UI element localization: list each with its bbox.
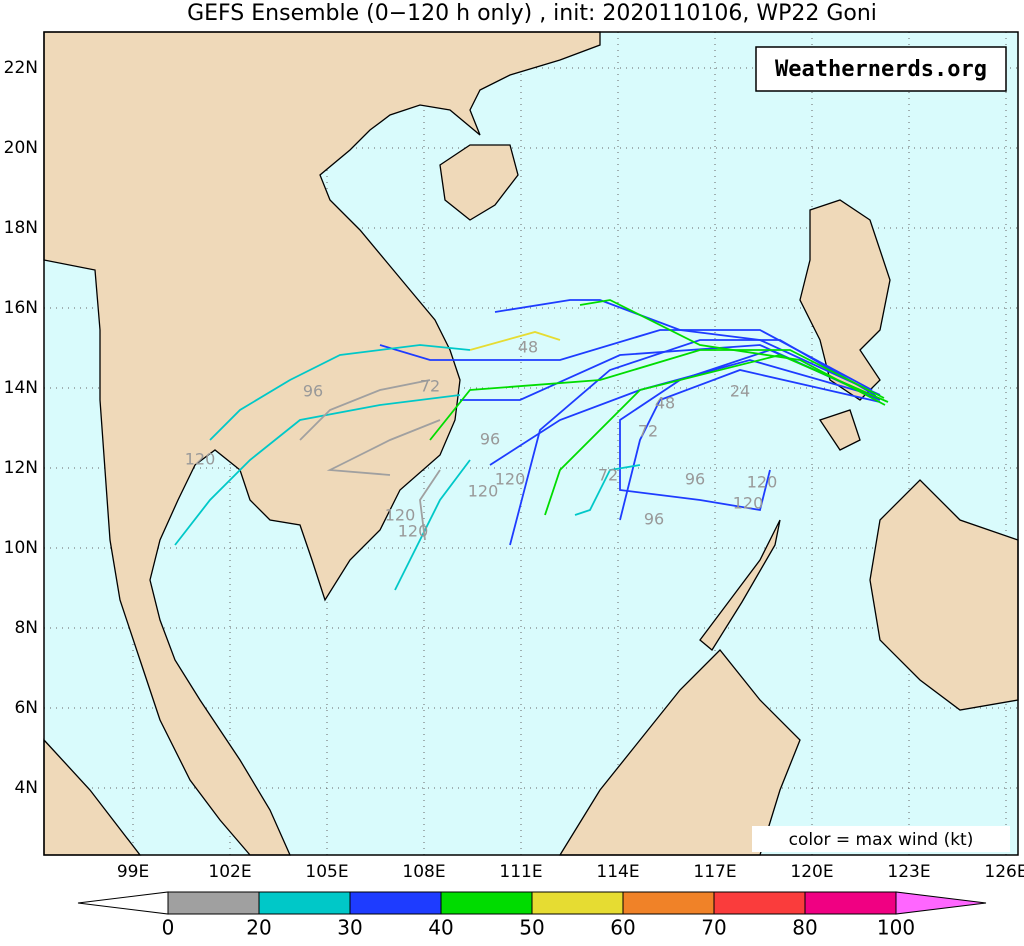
hour-label: 120 (385, 506, 416, 525)
watermark-box (755, 46, 1007, 92)
lon-label: 102E (208, 862, 251, 882)
lat-label: 22N (4, 58, 38, 78)
hour-label: 48 (655, 394, 675, 413)
lat-label: 12N (4, 458, 38, 478)
lat-label: 6N (14, 698, 38, 718)
lon-label: 105E (305, 862, 348, 882)
lat-label: 18N (4, 218, 38, 238)
lon-label: 99E (117, 862, 149, 882)
colorbar-tick-label: 20 (246, 916, 271, 940)
hour-label: 120 (495, 470, 526, 489)
colorbar-segment (804, 891, 897, 915)
colorbar-tick-label: 100 (877, 916, 915, 940)
hour-label: 96 (480, 430, 500, 449)
hour-label: 120 (747, 473, 778, 492)
hour-label: 96 (644, 510, 664, 529)
lat-label: 4N (14, 778, 38, 798)
lon-label: 108E (402, 862, 445, 882)
colorbar-under (77, 891, 169, 915)
lon-label: 117E (693, 862, 736, 882)
colorbar-over (895, 891, 987, 915)
title: GEFS Ensemble (0−120 h only) , init: 202… (187, 1, 877, 26)
watermark: Weathernerds.org (775, 57, 987, 82)
frame (43, 31, 1019, 856)
hour-label: 120 (468, 482, 499, 501)
land (43, 31, 1019, 856)
hour-label: 120 (398, 522, 429, 541)
colorbar-tick-label: 60 (610, 916, 635, 940)
colorbar-segment (440, 891, 533, 915)
colorbar-tick-label: 0 (162, 916, 175, 940)
colorbar-segment (622, 891, 715, 915)
colorbar-segment (349, 891, 442, 915)
lon-label: 120E (790, 862, 833, 882)
lon-label: 111E (499, 862, 542, 882)
hour-label: 72 (638, 422, 658, 441)
lat-label: 16N (4, 298, 38, 318)
hour-label: 24 (730, 382, 750, 401)
hour-label: 120 (185, 450, 216, 469)
colorbar-tick-label: 50 (519, 916, 544, 940)
colorbar-segment (258, 891, 351, 915)
hour-label: 96 (685, 470, 705, 489)
colorbar-segment (531, 891, 624, 915)
hour-label: 120 (733, 494, 764, 513)
colorbar-tick-label: 70 (701, 916, 726, 940)
legend-note: color = max wind (kt) (789, 830, 974, 850)
lon-label: 123E (887, 862, 930, 882)
lat-label: 20N (4, 138, 38, 158)
lat-label: 8N (14, 618, 38, 638)
lat-label: 10N (4, 538, 38, 558)
hour-label: 96 (303, 382, 323, 401)
hour-label: 48 (518, 338, 538, 357)
hour-labels: 48 72 96 120 24 48 72 96 120 120 96 72 1… (185, 338, 778, 541)
lon-label: 126E (984, 862, 1024, 882)
colorbar-tick-label: 30 (337, 916, 362, 940)
lat-label: 14N (4, 378, 38, 398)
lon-label: 114E (596, 862, 639, 882)
legend-note-box (752, 826, 1010, 852)
tracks (174, 299, 889, 591)
colorbar-segment (713, 891, 806, 915)
hour-label: 72 (420, 377, 440, 396)
colorbar-tick-label: 80 (792, 916, 817, 940)
colorbar-segment (167, 891, 260, 915)
colorbar: 0 20 30 40 50 60 70 80 100 (77, 891, 987, 940)
hour-label: 72 (598, 466, 618, 485)
colorbar-tick-label: 40 (428, 916, 453, 940)
